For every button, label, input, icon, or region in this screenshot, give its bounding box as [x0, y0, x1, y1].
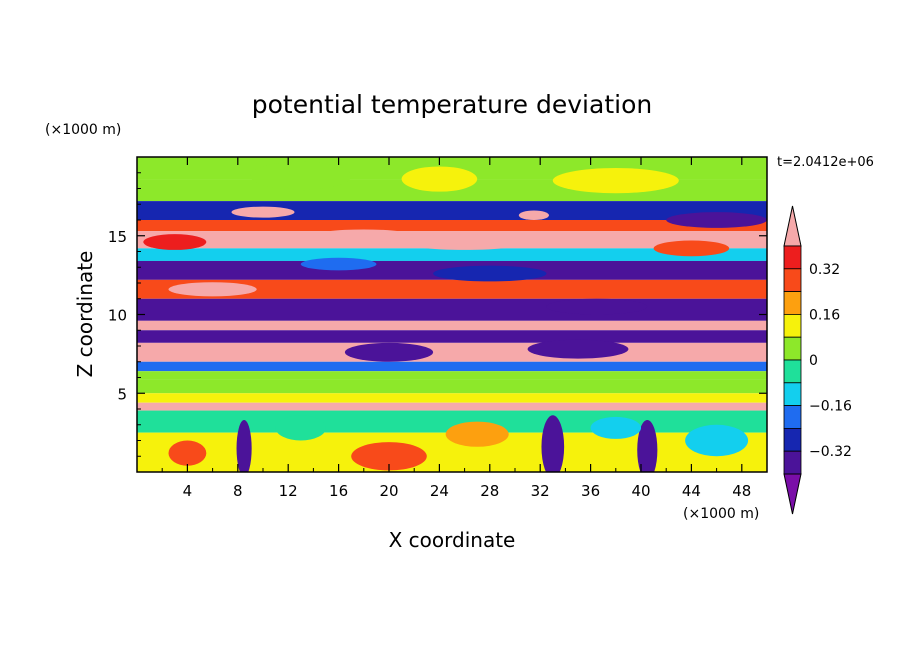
x-tick-label: 28 — [480, 482, 499, 500]
x-tick-label: 4 — [183, 482, 193, 500]
x-tick-label: 20 — [379, 482, 398, 500]
heatmap-band — [137, 279, 767, 299]
y-axis: 5 10 15 — [108, 172, 767, 457]
x-unit-label: (×1000 m) — [683, 506, 759, 522]
heatmap-feature — [143, 234, 207, 250]
colorbar-bin — [783, 382, 802, 406]
colorbar-bin — [783, 359, 802, 384]
heatmap-feature — [275, 415, 326, 441]
chart-title: potential temperature deviation — [252, 90, 652, 119]
heatmap-feature — [401, 234, 528, 250]
heatmap-feature — [541, 415, 565, 472]
heatmap-band — [137, 393, 767, 403]
x-tick-label: 16 — [329, 482, 348, 500]
heatmap-feature — [445, 421, 509, 447]
x-axis: 4 8 12 16 20 24 28 32 36 40 44 48 — [161, 157, 751, 500]
heatmap-feature — [231, 206, 295, 218]
heatmap-band — [137, 342, 767, 362]
heatmap-feature — [666, 212, 767, 228]
colorbar-bin — [783, 268, 802, 292]
heatmap-feature — [552, 168, 679, 194]
heatmap-band — [137, 320, 767, 331]
heatmap-band — [137, 248, 767, 261]
colorbar-bin — [783, 427, 802, 452]
x-tick-label: 32 — [531, 482, 550, 500]
colorbar-tick-label: 0.16 — [809, 307, 840, 323]
heatmap-feature — [168, 282, 257, 297]
colorbar: 0.32 0.16 0 −0.16 −0.32 — [783, 205, 852, 515]
y-unit-label: (×1000 m) — [45, 122, 121, 138]
heatmap-feature — [250, 161, 352, 191]
colorbar-tick-label: 0.32 — [809, 262, 840, 278]
x-tick-label: 36 — [581, 482, 600, 500]
heatmap-feature — [653, 240, 730, 257]
time-label: t=2.0412e+06 — [777, 155, 874, 170]
colorbar-bottom-arrow — [783, 473, 802, 515]
heatmap-band — [137, 361, 767, 372]
x-tick-label: 44 — [682, 482, 701, 500]
heatmap-feature — [527, 339, 629, 359]
y-tick-label: 10 — [108, 307, 127, 325]
x-tick-label: 40 — [631, 482, 650, 500]
heatmap-feature — [401, 166, 478, 192]
y-tick-label: 15 — [108, 228, 127, 246]
colorbar-bin — [783, 313, 802, 338]
heatmap-feature — [313, 229, 415, 243]
heatmap-feature — [351, 442, 427, 471]
heatmap-feature — [518, 210, 550, 220]
colorbar-bin — [783, 336, 802, 361]
heatmap-band — [137, 371, 767, 380]
heatmap-feature — [433, 265, 547, 282]
colorbar-bin — [783, 450, 802, 475]
x-tick-label: 8 — [233, 482, 243, 500]
x-tick-label: 12 — [279, 482, 298, 500]
colorbar-tick-label: −0.16 — [809, 399, 852, 415]
heatmap-band — [137, 298, 767, 321]
x-axis-title: X coordinate — [389, 528, 516, 552]
heatmap-field — [137, 157, 767, 472]
heatmap-feature — [344, 342, 434, 362]
colorbar-tick-label: −0.32 — [809, 444, 852, 460]
x-tick-label: 24 — [430, 482, 449, 500]
heatmap-feature — [300, 257, 377, 271]
heatmap-feature — [685, 424, 749, 457]
heatmap-feature — [546, 298, 648, 315]
heatmap-band — [137, 330, 767, 343]
colorbar-bin — [783, 291, 802, 315]
heatmap-band — [137, 220, 767, 232]
colorbar-bin — [783, 245, 802, 270]
heatmap-feature — [236, 420, 252, 472]
y-axis-title: Z coordinate — [73, 251, 97, 378]
heatmap-band — [137, 379, 767, 394]
heatmap-feature — [637, 420, 658, 472]
y-tick-label: 5 — [117, 385, 127, 403]
heatmap-feature — [590, 416, 641, 439]
heatmap-band — [137, 402, 767, 411]
colorbar-bin — [783, 405, 802, 429]
colorbar-tick-label: 0 — [809, 353, 818, 369]
heatmap-band — [137, 201, 767, 220]
heatmap-feature — [168, 440, 207, 466]
x-tick-label: 48 — [732, 482, 751, 500]
